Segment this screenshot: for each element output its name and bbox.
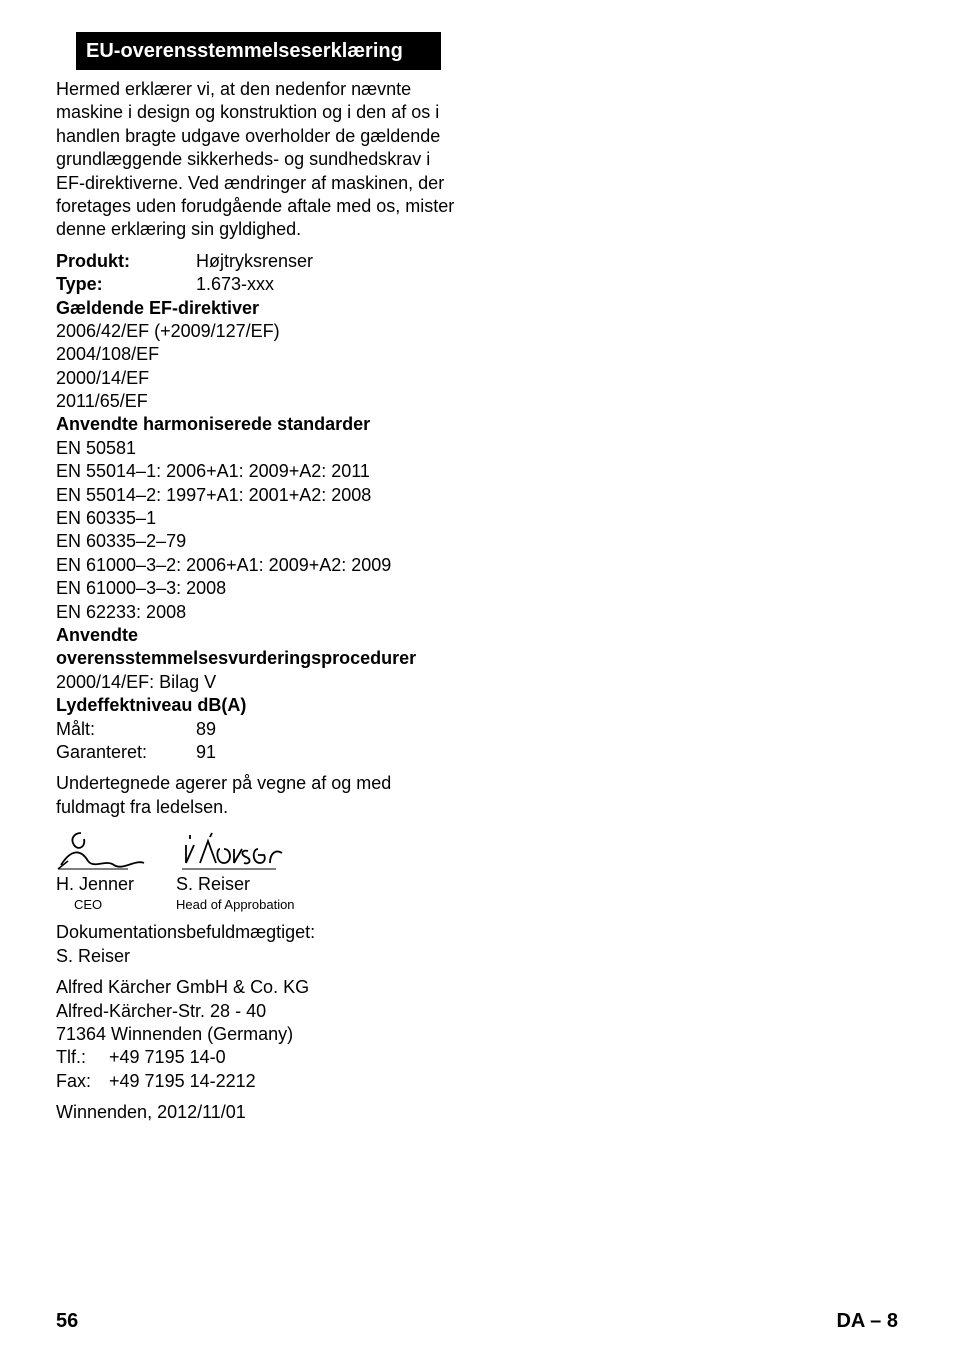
company-street: Alfred-Kärcher-Str. 28 - 40 bbox=[56, 1000, 461, 1023]
documentation-value: S. Reiser bbox=[56, 945, 461, 968]
authority-paragraph: Undertegnede agerer på vegne af og med f… bbox=[56, 772, 461, 819]
standard-item: EN 60335–1 bbox=[56, 507, 461, 530]
sound-guaranteed-label: Garanteret: bbox=[56, 741, 196, 764]
product-value: Højtryksrenser bbox=[196, 250, 313, 273]
standard-item: EN 61000–3–3: 2008 bbox=[56, 577, 461, 600]
standard-item: EN 50581 bbox=[56, 437, 461, 460]
standard-item: EN 55014–2: 1997+A1: 2001+A2: 2008 bbox=[56, 484, 461, 507]
signature-left-icon bbox=[56, 829, 146, 875]
type-label: Type: bbox=[56, 273, 196, 296]
standard-item: EN 60335–2–79 bbox=[56, 530, 461, 553]
directive-item: 2011/65/EF bbox=[56, 390, 461, 413]
signature-right-name: S. Reiser bbox=[176, 873, 250, 896]
documentation-label: Dokumentationsbefuldmægtiget: bbox=[56, 921, 461, 944]
directive-item: 2000/14/EF bbox=[56, 367, 461, 390]
procedure-item: 2000/14/EF: Bilag V bbox=[56, 671, 461, 694]
section-header: EU-overensstemmelseserklæring bbox=[76, 32, 441, 70]
place-date: Winnenden, 2012/11/01 bbox=[56, 1101, 461, 1124]
standards-heading: Anvendte harmoniserede standarder bbox=[56, 413, 461, 436]
directive-item: 2004/108/EF bbox=[56, 343, 461, 366]
directive-item: 2006/42/EF (+2009/127/EF) bbox=[56, 320, 461, 343]
sound-measured-label: Målt: bbox=[56, 718, 196, 741]
footer-code: DA – 8 bbox=[836, 1308, 898, 1334]
standard-item: EN 55014–1: 2006+A1: 2009+A2: 2011 bbox=[56, 460, 461, 483]
procedures-heading: Anvendte overensstemmelsesvurderingsproc… bbox=[56, 624, 461, 671]
standard-item: EN 62233: 2008 bbox=[56, 601, 461, 624]
directives-heading: Gældende EF-direktiver bbox=[56, 297, 461, 320]
signature-left-title: CEO bbox=[74, 897, 102, 914]
company-phone: +49 7195 14-0 bbox=[109, 1047, 226, 1067]
type-value: 1.673-xxx bbox=[196, 273, 274, 296]
company-city: 71364 Winnenden (Germany) bbox=[56, 1023, 461, 1046]
signature-left-name: H. Jenner bbox=[56, 873, 134, 896]
standard-item: EN 61000–3–2: 2006+A1: 2009+A2: 2009 bbox=[56, 554, 461, 577]
product-label: Produkt: bbox=[56, 250, 196, 273]
sound-measured-value: 89 bbox=[196, 718, 216, 741]
signature-right-icon bbox=[176, 829, 296, 875]
sound-guaranteed-value: 91 bbox=[196, 741, 216, 764]
company-fax: +49 7195 14-2212 bbox=[109, 1071, 256, 1091]
sound-heading: Lydeffektniveau dB(A) bbox=[56, 694, 461, 717]
company-name: Alfred Kärcher GmbH & Co. KG bbox=[56, 976, 461, 999]
intro-paragraph: Hermed erklærer vi, at den nedenfor nævn… bbox=[56, 78, 461, 242]
footer-page: 56 bbox=[56, 1308, 78, 1334]
signature-right-title: Head of Approbation bbox=[176, 897, 295, 914]
company-fax-label: Fax: bbox=[56, 1070, 104, 1093]
company-phone-label: Tlf.: bbox=[56, 1046, 104, 1069]
